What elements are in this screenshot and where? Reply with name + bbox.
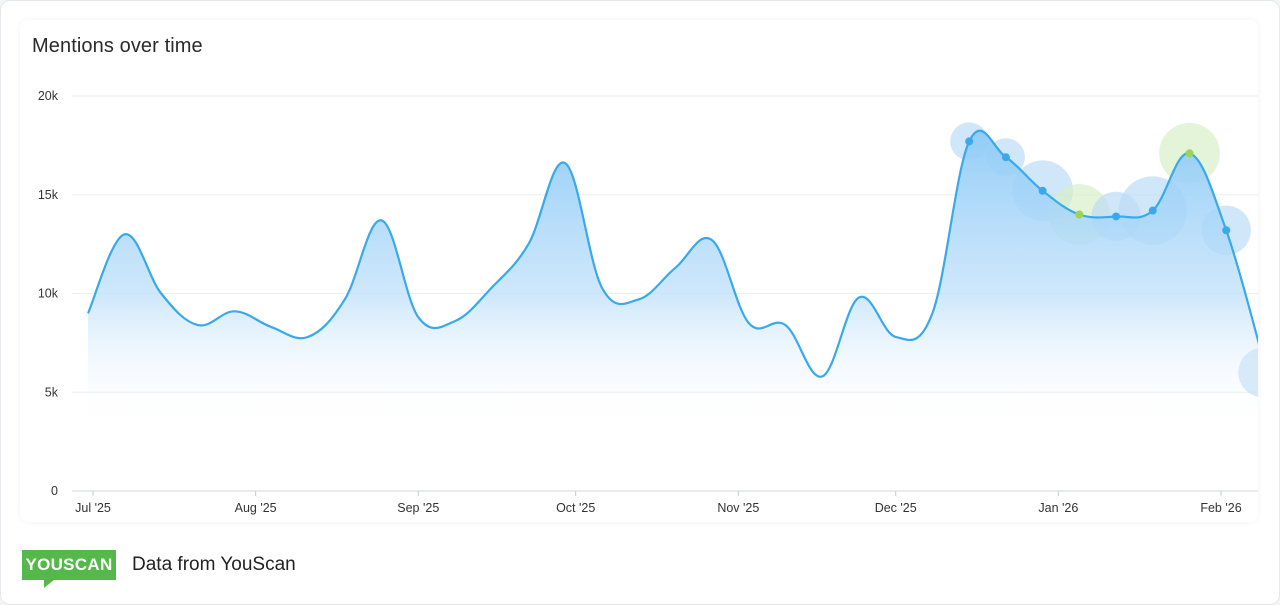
x-tick-label: Jan '26 [1038,501,1078,515]
youscan-logo[interactable]: YOUSCAN [22,550,116,588]
logo-text: YOUSCAN [25,555,113,574]
highlight-point[interactable] [1001,153,1010,162]
highlight-points[interactable] [965,137,1231,235]
x-tick-label: Sep '25 [397,501,439,515]
x-tick-label: Jul '25 [75,501,111,515]
x-tick-label: Nov '25 [717,501,759,515]
x-tick-label: Aug '25 [235,501,277,515]
highlight-point[interactable] [965,137,974,146]
y-axis: 0 5k 10k 15k 20k [38,89,59,498]
x-tick-label: Oct '25 [556,501,595,515]
footer-text: Data from YouScan [132,554,296,575]
logo-tail [44,580,54,588]
highlight-point[interactable] [1038,186,1047,195]
area-fill [88,130,1258,431]
page-title: Mentions over time [32,35,203,57]
x-tick-label: Feb '26 [1200,501,1241,515]
highlight-point[interactable] [1148,206,1157,215]
y-tick-label: 5k [45,385,59,399]
x-axis: Jul '25 Aug '25 Sep '25 Oct '25 Nov '25 Dec '… [75,491,1242,515]
highlight-point[interactable] [1222,226,1231,235]
series-line[interactable] [87,129,1263,378]
y-tick-label: 0 [51,484,58,498]
highlight-point[interactable] [1185,149,1194,158]
y-tick-label: 10k [38,287,59,301]
y-tick-label: 15k [38,188,59,202]
x-tick-label: Dec '25 [875,501,917,515]
highlight-point[interactable] [1075,210,1084,219]
footer: YOUSCAN Data from YouScan [22,545,296,588]
highlight-point[interactable] [1112,212,1121,221]
y-tick-label: 20k [38,89,59,103]
